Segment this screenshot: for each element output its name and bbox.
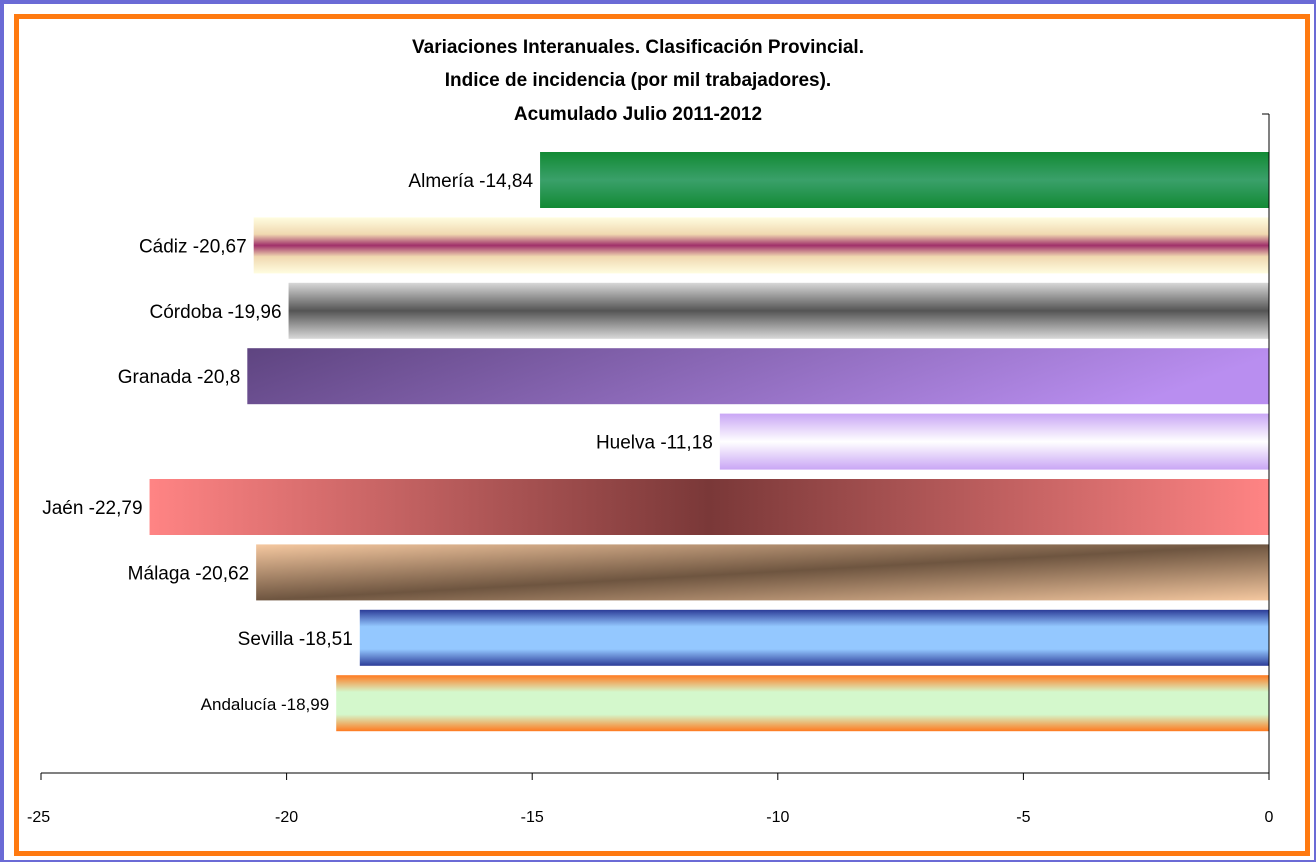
inner-frame xyxy=(14,14,1310,856)
x-tick-label: -25 xyxy=(27,809,50,826)
data-label-málaga: Málaga -20,62 xyxy=(128,563,249,584)
x-tick-label: -15 xyxy=(521,809,544,826)
data-label-andalucía: Andalucía -18,99 xyxy=(201,695,330,714)
bar-cádiz xyxy=(253,217,1270,274)
bar-almería xyxy=(540,152,1269,208)
bar-jaén xyxy=(149,479,1270,535)
x-tick-label: -10 xyxy=(766,809,789,826)
chart-title-line-2: Indice de incidencia (por mil trabajador… xyxy=(445,70,831,91)
chart-title-line-1: Variaciones Interanuales. Clasificación … xyxy=(412,37,864,58)
data-label-cádiz: Cádiz -20,67 xyxy=(139,236,247,257)
data-label-huelva: Huelva -11,18 xyxy=(596,433,713,454)
data-label-jaén: Jaén -22,79 xyxy=(42,498,142,519)
data-label-granada: Granada -20,8 xyxy=(118,367,241,388)
data-label-almería: Almería -14,84 xyxy=(408,171,533,192)
data-label-córdoba: Córdoba -19,96 xyxy=(150,302,282,323)
x-tick-label: 0 xyxy=(1265,809,1274,826)
x-tick-label: -20 xyxy=(275,809,298,826)
x-tick-label: -5 xyxy=(1016,809,1030,826)
bar-andalucía xyxy=(336,675,1270,732)
chart-title-line-3: Acumulado Julio 2011-2012 xyxy=(514,104,762,125)
bar-córdoba xyxy=(288,282,1269,339)
bar-granada xyxy=(247,348,1269,405)
data-label-sevilla: Sevilla -18,51 xyxy=(238,629,353,650)
bar-sevilla xyxy=(359,609,1269,666)
bar-huelva xyxy=(719,413,1269,470)
bar-málaga xyxy=(256,544,1269,601)
